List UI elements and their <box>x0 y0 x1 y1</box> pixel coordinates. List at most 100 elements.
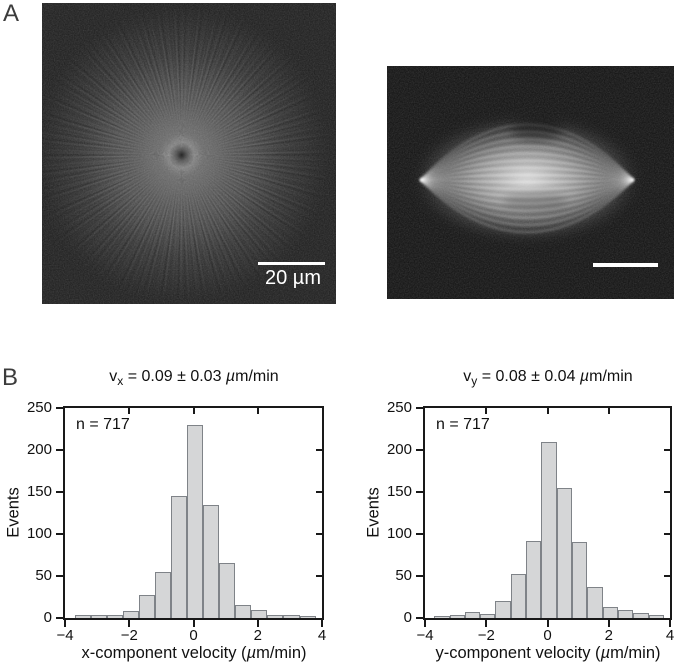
sample-size-label: n = 717 <box>436 416 490 433</box>
y-tick-label: 50 <box>395 567 412 584</box>
histogram-bar <box>154 571 171 618</box>
y-tick-label: 100 <box>386 525 412 542</box>
x-tick-label: 0 <box>189 627 198 644</box>
histogram-bar <box>235 605 252 618</box>
histogram-bar <box>526 540 542 618</box>
title-part: = 0.08 ± 0.04 <box>477 368 580 385</box>
x-axis-tick <box>128 620 131 627</box>
top-axis-tick <box>192 408 195 414</box>
scale-bar <box>258 262 325 265</box>
histogram-bar <box>138 595 155 618</box>
top-axis-tick <box>485 408 488 414</box>
histogram-bar <box>122 611 139 618</box>
scale-bar <box>593 263 658 267</box>
title-part: = 0.09 ± 0.03 <box>123 368 226 385</box>
spindle-micrograph <box>387 66 674 299</box>
right-axis-tick <box>664 533 670 535</box>
right-axis-tick <box>316 449 322 451</box>
y-axis-label: Events <box>364 487 383 538</box>
histogram-bar <box>283 615 300 618</box>
histogram-bar <box>541 441 557 618</box>
x-tick-label: 0 <box>543 627 552 644</box>
y-axis-tick <box>416 449 423 451</box>
right-axis-tick <box>664 575 670 577</box>
x-axis-label-part: µ <box>600 644 611 662</box>
histogram-bar <box>187 424 204 618</box>
y-tick-label: 200 <box>26 441 52 458</box>
x-axis-label-part: µ <box>246 644 257 662</box>
histogram-bar <box>74 615 91 618</box>
x-axis-tick <box>607 620 610 627</box>
right-axis-tick <box>316 575 322 577</box>
y-axis-tick <box>56 407 63 409</box>
aster-micrograph: 20 µm <box>42 3 336 304</box>
top-axis-tick <box>546 408 549 414</box>
title-part: µ <box>225 368 236 385</box>
y-tick-label: 0 <box>403 609 412 626</box>
y-axis-tick <box>416 575 423 577</box>
y-tick-label: 50 <box>35 567 52 584</box>
x-axis-tick <box>424 620 426 627</box>
aster-dark-core <box>42 3 336 304</box>
histogram-bar <box>219 563 236 618</box>
y-tick-label: 100 <box>26 525 52 542</box>
histogram-bar <box>572 542 588 618</box>
title-part: µ <box>579 368 590 385</box>
histogram-bar <box>464 612 481 618</box>
x-axis-label: x-component velocity (µm/min) <box>44 644 344 662</box>
chart-title-vx: vx = 0.09 ± 0.03 µm/min <box>44 368 344 388</box>
plot-area-vy <box>423 406 672 620</box>
histogram-bar <box>90 614 107 618</box>
y-axis-tick <box>56 533 63 535</box>
x-tick-label: −2 <box>120 627 138 644</box>
top-axis-tick <box>256 408 259 414</box>
y-axis-tick <box>56 449 63 451</box>
x-axis-tick <box>321 620 323 627</box>
histogram-bar <box>106 615 123 618</box>
histogram-bar <box>633 612 649 618</box>
panel-a-label: A <box>3 0 20 27</box>
y-tick-label: 250 <box>26 399 52 416</box>
right-axis-tick <box>664 449 670 451</box>
chart-title-vy: vy = 0.08 ± 0.04 µm/min <box>398 368 678 388</box>
x-axis-tick <box>256 620 259 627</box>
y-axis-tick <box>416 491 423 493</box>
histogram-bar <box>617 610 634 618</box>
x-tick-label: 4 <box>317 627 327 644</box>
y-tick-label: 200 <box>386 441 412 458</box>
x-axis-tick <box>669 620 671 627</box>
title-part: x <box>117 374 124 389</box>
y-axis-tick <box>56 491 63 493</box>
right-axis-tick <box>316 491 322 493</box>
top-axis-tick <box>128 408 131 414</box>
y-axis-tick <box>56 575 63 577</box>
spindle-structure <box>415 117 639 241</box>
x-axis-label-part: m/min) <box>256 644 307 662</box>
x-axis-tick <box>485 620 488 627</box>
title-part: v <box>463 368 472 385</box>
histogram-bar <box>203 504 220 618</box>
title-part: y <box>471 374 478 389</box>
histogram-bar <box>171 496 188 618</box>
x-axis-label-part: m/min) <box>610 644 661 662</box>
x-axis-label: y-component velocity (µm/min) <box>398 644 678 662</box>
x-axis-label-part: y-component velocity ( <box>435 644 601 662</box>
right-axis-tick <box>316 533 322 535</box>
title-part: m/min <box>589 368 633 385</box>
y-tick-label: 150 <box>386 483 412 500</box>
histogram-bar <box>556 487 572 618</box>
histogram-bar <box>251 609 268 618</box>
x-axis-tick <box>192 620 195 627</box>
y-axis-label: Events <box>4 487 23 538</box>
histogram-bar <box>648 614 664 618</box>
histogram-bar <box>434 616 450 618</box>
top-axis-tick <box>607 408 610 414</box>
histogram-bar <box>299 616 316 618</box>
x-tick-label: 4 <box>665 627 675 644</box>
y-tick-label: 150 <box>26 483 52 500</box>
y-axis-tick <box>56 617 63 619</box>
x-tick-label: 2 <box>604 627 613 644</box>
histogram-bar <box>267 615 284 618</box>
x-tick-label: 2 <box>253 627 262 644</box>
